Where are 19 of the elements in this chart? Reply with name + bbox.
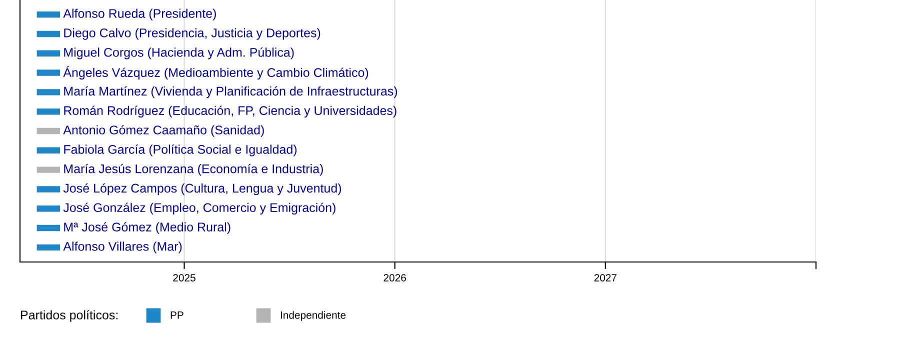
y-tick-label: Fabiola García (Política Social e Igualdad)	[64, 144, 297, 156]
legend-label: Independiente	[280, 311, 346, 321]
y-tick-label: Miguel Corgos (Hacienda y Adm. Pública)	[64, 47, 294, 60]
x-tick-label: 2026	[384, 274, 406, 282]
y-tick-label: Ángeles Vázquez (Medioambiente y Cambio Climático)	[63, 66, 368, 80]
x-tick-label: 2027	[594, 274, 616, 282]
y-tick-label: Alfonso Rueda (Presidente)	[63, 8, 216, 20]
legend-title: Partidos políticos:	[21, 310, 118, 322]
y-tick-label: Alfonso Villares (Mar)	[63, 242, 182, 254]
legend-label: PP	[170, 312, 184, 319]
y-tick-label: José González (Empleo, Comercio y Emigración)	[63, 202, 336, 215]
y-tick-label: Román Rodríguez (Educación, FP, Ciencia y Universidades)	[64, 106, 396, 118]
y-tick-label: Mª José Gómez (Medio Rural)	[64, 222, 230, 234]
y-tick-label: María Jesús Lorenzana (Economía e Industria)	[64, 164, 323, 176]
y-tick-label: María Martínez (Vivienda y Planificación de Infraestructuras)	[64, 86, 398, 98]
x-tick-label: 2025	[173, 274, 196, 282]
y-tick-label: Diego Calvo (Presidencia, Justicia y Deportes)	[64, 28, 320, 40]
y-tick-label: Antonio Gómez Caamaño (Sanidad)	[63, 125, 264, 137]
y-tick-label: José López Campos (Cultura, Lengua y Juventud)	[63, 183, 342, 196]
